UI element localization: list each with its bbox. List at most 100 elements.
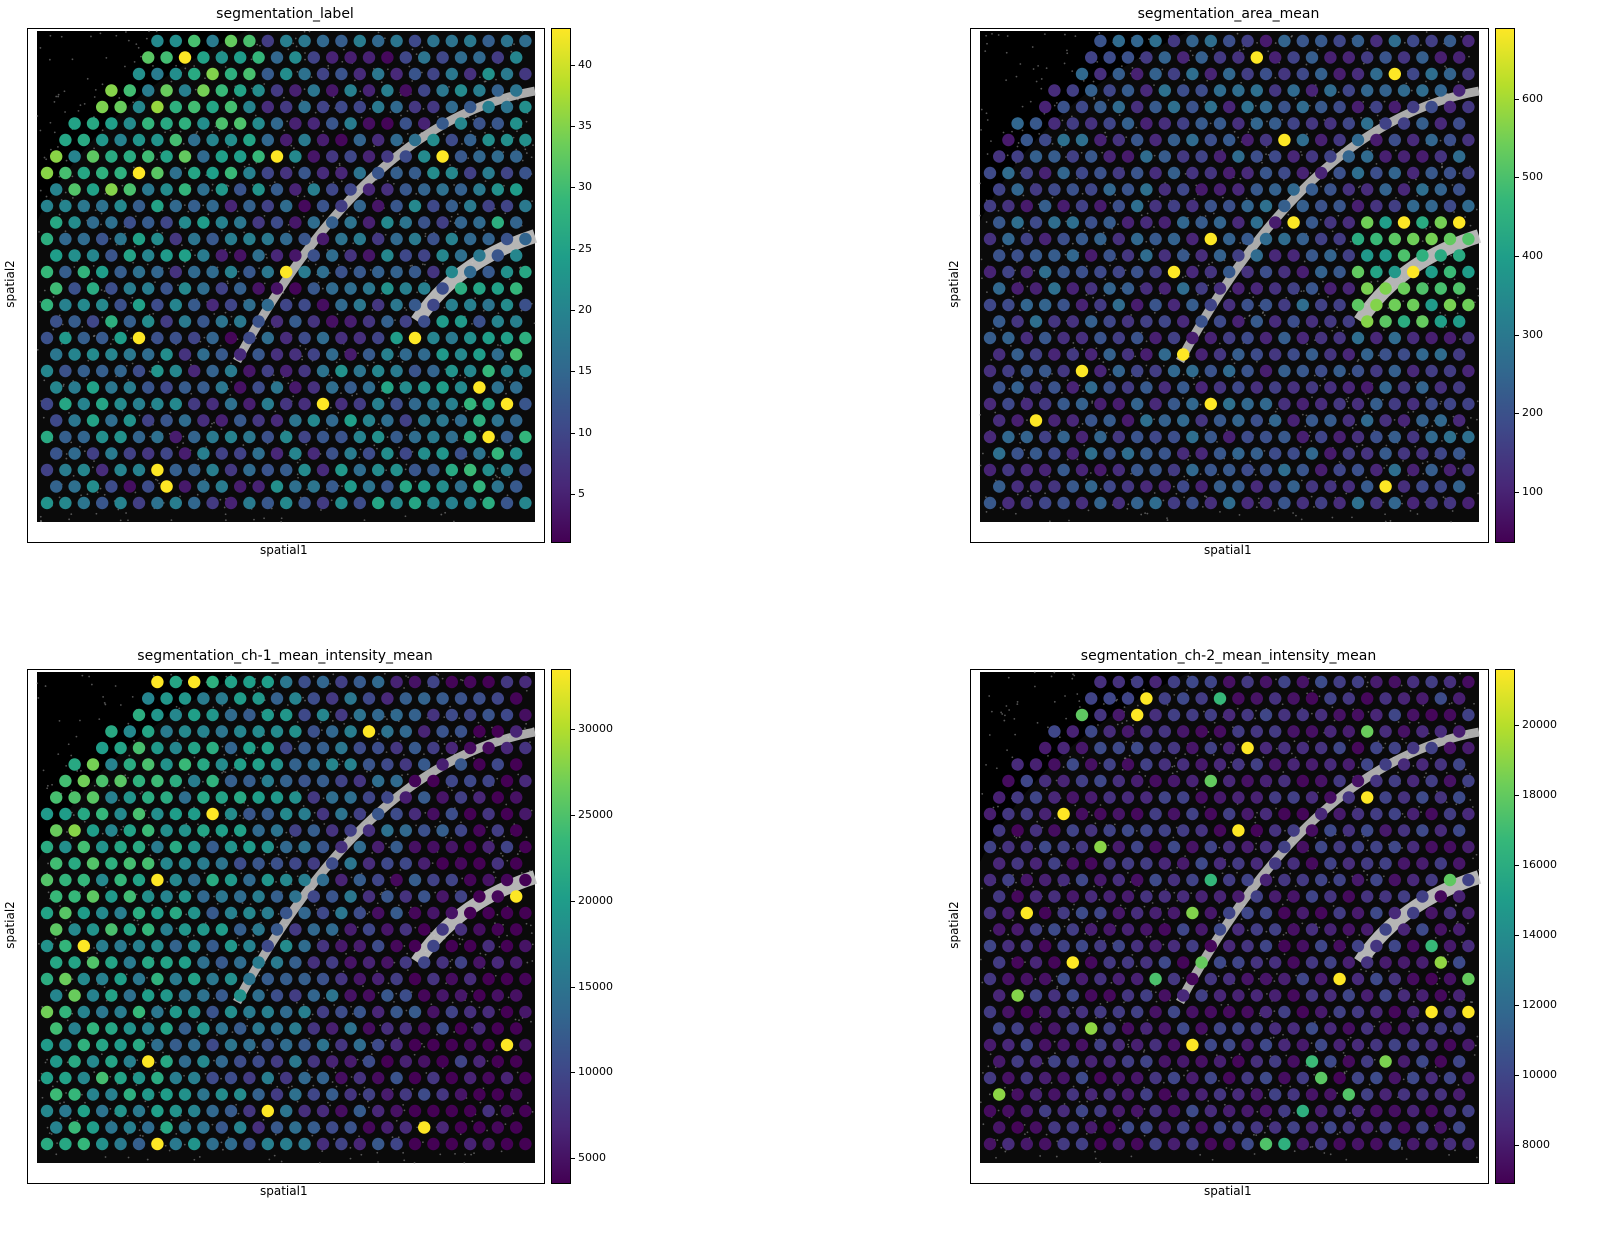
spot-marker: [270, 480, 284, 493]
spot-marker: [1223, 463, 1236, 477]
spot-marker: [1140, 692, 1153, 705]
spot-marker: [1342, 447, 1355, 460]
spot-marker: [1223, 298, 1236, 312]
spot-marker: [86, 117, 100, 130]
spot-marker: [1241, 873, 1254, 887]
spot-marker: [427, 741, 440, 755]
spot-marker: [1029, 1022, 1043, 1035]
spot-marker: [224, 397, 238, 411]
spot-marker: [307, 758, 320, 771]
spot-marker: [1388, 133, 1401, 147]
spot-marker: [1379, 692, 1392, 705]
spot-marker: [362, 183, 376, 196]
spot-marker: [491, 1022, 504, 1035]
spot-marker: [1287, 956, 1300, 969]
spot-marker: [1186, 939, 1199, 953]
spot-marker: [335, 840, 348, 854]
spot-marker: [270, 1088, 284, 1101]
colorbar-tick-mark: [571, 310, 575, 312]
spot-marker: [114, 741, 127, 755]
spot-marker: [1140, 857, 1153, 870]
spot-marker: [418, 956, 431, 969]
spot-marker: [224, 100, 238, 114]
spot-marker: [224, 1104, 238, 1118]
spot-marker: [316, 67, 330, 81]
spot-marker: [1443, 199, 1457, 213]
spot-marker: [1324, 758, 1337, 771]
spot-marker: [77, 430, 90, 444]
spot-marker: [1269, 414, 1282, 427]
spot-marker: [1204, 100, 1217, 114]
colorbar-tick-mark: [571, 126, 575, 128]
spot-marker: [1443, 100, 1457, 114]
spot-marker: [1443, 133, 1457, 147]
spot-marker: [993, 956, 1006, 969]
spot-marker: [169, 430, 182, 444]
spot-marker: [500, 1005, 514, 1019]
spot-marker: [1379, 857, 1392, 870]
spot-marker: [40, 1005, 54, 1019]
spot-marker: [261, 298, 274, 312]
spot-marker: [418, 1088, 431, 1101]
spot-marker: [142, 249, 155, 262]
spot-marker: [408, 430, 422, 444]
spot-marker: [160, 117, 173, 130]
spot-marker: [1434, 117, 1447, 130]
spot-marker: [399, 791, 412, 804]
spot-marker: [252, 1055, 265, 1068]
spot-marker: [1075, 939, 1089, 953]
spot-marker: [50, 791, 63, 804]
spot-marker: [399, 1022, 412, 1035]
spot-marker: [408, 906, 422, 920]
spot-marker: [1213, 1121, 1227, 1134]
spot-marker: [59, 840, 72, 854]
spot-marker: [399, 348, 412, 361]
spot-marker: [427, 1137, 440, 1151]
spot-marker: [307, 447, 320, 460]
spot-marker: [1232, 282, 1245, 295]
spot-marker: [1416, 725, 1429, 738]
colorbar-tick-label: 100: [1522, 484, 1543, 498]
spot-marker: [289, 447, 302, 460]
spot-marker: [464, 1038, 477, 1052]
spot-marker: [289, 1088, 302, 1101]
spot-marker: [1066, 282, 1079, 295]
spot-marker: [473, 51, 486, 64]
spot-marker: [151, 430, 164, 444]
spot-marker: [316, 873, 330, 887]
spot-marker: [983, 1104, 997, 1118]
spot-marker: [96, 1038, 109, 1052]
spot-marker: [500, 133, 514, 147]
spot-marker: [399, 282, 412, 295]
spot-marker: [510, 1022, 523, 1035]
spot-marker: [40, 939, 54, 953]
spot-marker: [1057, 774, 1070, 788]
spot-marker: [243, 232, 256, 246]
spot-marker: [500, 873, 514, 887]
spot-marker: [519, 675, 532, 689]
spot-marker: [188, 166, 201, 180]
spatial-scatter: [36, 30, 538, 523]
spot-marker: [1066, 791, 1079, 804]
spot-marker: [1167, 199, 1181, 213]
spot-marker: [289, 216, 302, 229]
spot-marker: [160, 890, 173, 903]
spot-marker: [1296, 906, 1309, 920]
spot-marker: [362, 381, 376, 394]
spot-marker: [1278, 840, 1291, 854]
spot-marker: [160, 183, 173, 196]
spot-marker: [390, 807, 403, 821]
spot-marker: [1315, 133, 1328, 147]
spot-marker: [1397, 857, 1411, 870]
spot-marker: [1388, 298, 1401, 312]
spot-marker: [390, 100, 403, 114]
spot-marker: [1103, 1088, 1116, 1101]
spot-marker: [1259, 741, 1273, 755]
spot-marker: [1462, 972, 1475, 986]
spot-marker: [105, 857, 118, 870]
spot-marker: [445, 397, 458, 411]
spot-marker: [59, 463, 72, 477]
spot-marker: [142, 758, 155, 771]
spot-marker: [372, 840, 385, 854]
spot-marker: [436, 414, 449, 427]
